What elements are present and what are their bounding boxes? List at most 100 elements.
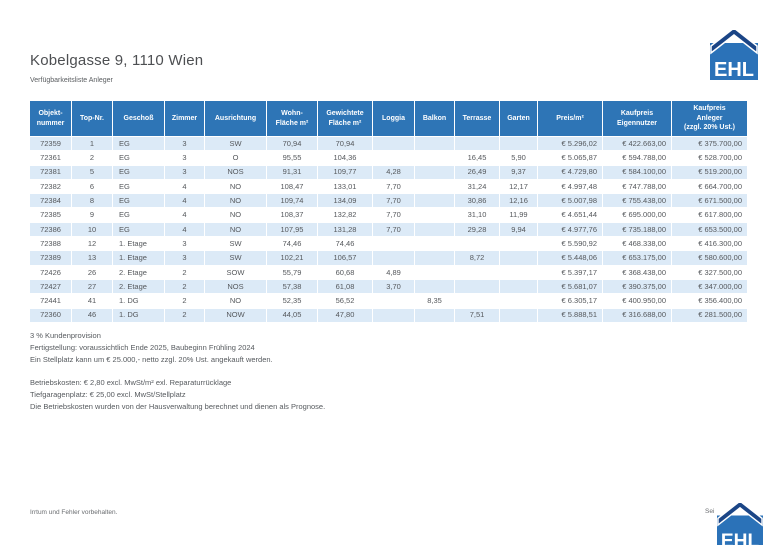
table-row: 72427 27 2. Etage 2 NOS 57,38 61,08 3,70 € 5.681…	[29, 278, 748, 295]
note-line: Ein Stellplatz kann um € 25.000,- netto …	[30, 354, 273, 364]
table-cell: 3	[164, 250, 205, 266]
table-cell	[454, 236, 500, 252]
table-cell: 4	[164, 193, 205, 209]
table-cell: NOS	[204, 164, 267, 180]
table-cell: 27	[71, 278, 113, 295]
table-cell: 9,94	[499, 221, 538, 238]
table-row: 72386 10 EG 4 NO 107,95 131,28 7,70 29,28 9,94 € 4…	[29, 221, 748, 238]
note-line: Tiefgaragenplatz: € 25,00 excl. MwSt/Ste…	[30, 389, 186, 399]
table-cell: € 671.500,00	[671, 193, 748, 209]
table-cell: 4,89	[372, 264, 415, 280]
table-cell: 109,74	[266, 193, 318, 209]
table-cell: € 594.788,00	[602, 150, 672, 166]
table-cell: € 5.448,06	[537, 250, 603, 266]
ehl-logo-icon: EHL	[710, 30, 758, 80]
table-cell: 107,95	[266, 221, 318, 238]
table-cell: € 735.188,00	[602, 221, 672, 238]
table-cell: € 416.300,00	[671, 236, 748, 252]
table-cell: € 5.590,92	[537, 236, 603, 252]
ehl-logo-text: EHL	[714, 59, 754, 80]
table-cell	[499, 135, 538, 152]
table-cell: NO	[204, 221, 267, 238]
table-cell: 47,80	[317, 307, 373, 323]
table-cell: 2	[71, 150, 113, 166]
table-cell: 2. Etage	[112, 278, 165, 295]
table-cell: SW	[204, 250, 267, 266]
table-cell	[372, 293, 415, 309]
table-cell: € 347.000,00	[671, 278, 748, 295]
column-header: Objekt- nummer	[29, 100, 72, 137]
table-cell: 2	[164, 293, 205, 309]
table-cell: 31,10	[454, 207, 500, 223]
table-cell: 41	[71, 293, 113, 309]
table-cell: 74,46	[317, 236, 373, 252]
table-cell	[414, 164, 455, 180]
table-cell: 8,72	[454, 250, 500, 266]
table-cell: € 4.651,44	[537, 207, 603, 223]
table-header-row: Objekt- nummer Top-Nr. Geschoß Zimmer Ausric…	[29, 100, 748, 137]
table-cell: EG	[112, 178, 165, 195]
notes-costs-block: Betriebskosten: € 2,80 excl. MwSt/m² exl…	[30, 377, 325, 412]
table-cell: 72385	[29, 207, 72, 223]
table-cell: NOS	[204, 278, 267, 295]
table-cell: 6	[71, 178, 113, 195]
table-cell: 72441	[29, 293, 72, 309]
table-cell: 2	[164, 264, 205, 280]
table-cell: 7,70	[372, 178, 415, 195]
table-cell: 72426	[29, 264, 72, 280]
table-cell: 30,86	[454, 193, 500, 209]
table-cell: 72361	[29, 150, 72, 166]
table-row: 72426 26 2. Etage 2 SOW 55,79 60,68 4,89 € 5.397…	[29, 264, 748, 280]
table-cell: € 519.200,00	[671, 164, 748, 180]
table-cell: € 422.663,00	[602, 135, 672, 152]
table-cell	[414, 264, 455, 280]
table-cell: 108,47	[266, 178, 318, 195]
table-row: 72360 46 1. DG 2 NOW 44,05 47,80 7,51 € 5.888,51…	[29, 307, 748, 323]
table-cell: 8,35	[414, 293, 455, 309]
table-cell: NO	[204, 207, 267, 223]
table-cell: 109,77	[317, 164, 373, 180]
table-cell	[499, 278, 538, 295]
column-header: Garten	[499, 100, 538, 137]
table-cell	[372, 236, 415, 252]
table-cell: 12,17	[499, 178, 538, 195]
table-cell: 1	[71, 135, 113, 152]
table-cell: 26,49	[454, 164, 500, 180]
table-cell: EG	[112, 135, 165, 152]
table-cell	[454, 278, 500, 295]
table-cell: 46	[71, 307, 113, 323]
column-header: Top-Nr.	[71, 100, 113, 137]
table-cell	[499, 250, 538, 266]
table-cell: € 4.729,80	[537, 164, 603, 180]
table-cell: NO	[204, 293, 267, 309]
table-cell: 60,68	[317, 264, 373, 280]
table-cell: 72381	[29, 164, 72, 180]
table-cell: 72386	[29, 221, 72, 238]
note-line: 3 % Kundenprovision	[30, 331, 101, 340]
table-cell: 61,08	[317, 278, 373, 295]
table-cell: € 617.800,00	[671, 207, 748, 223]
page-subtitle: Verfügbarkeitsliste Anleger	[30, 77, 113, 84]
column-header: Geschoß	[112, 100, 165, 137]
table-cell: € 468.338,00	[602, 236, 672, 252]
note-line: Die Betriebskosten wurden von der Hausve…	[30, 401, 326, 411]
table-cell: SOW	[204, 264, 267, 280]
table-cell: 131,28	[317, 221, 373, 238]
table-cell: O	[204, 150, 267, 166]
table-cell: € 4.977,76	[537, 221, 603, 238]
table-cell: € 664.700,00	[671, 178, 748, 195]
table-cell	[454, 293, 500, 309]
table-cell: 134,09	[317, 193, 373, 209]
table-row: 72381 5 EG 3 NOS 91,31 109,77 4,28 26,49 9,37 € 4.…	[29, 164, 748, 180]
table-cell: 55,79	[266, 264, 318, 280]
page-title: Kobelgasse 9, 1110 Wien	[30, 52, 204, 69]
table-cell	[414, 236, 455, 252]
table-cell: 72360	[29, 307, 72, 323]
table-cell	[499, 307, 538, 323]
table-cell: 3	[164, 135, 205, 152]
table-cell: € 5.681,07	[537, 278, 603, 295]
table-cell: 72388	[29, 236, 72, 252]
table-cell	[414, 178, 455, 195]
table-cell: 72384	[29, 193, 72, 209]
table-cell: € 755.438,00	[602, 193, 672, 209]
